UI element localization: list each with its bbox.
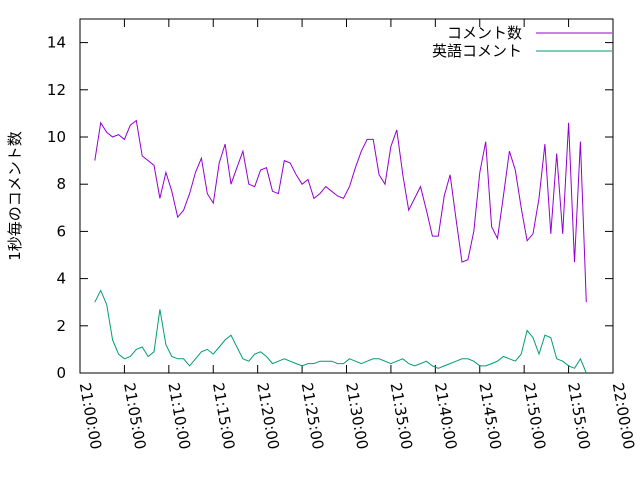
x-tick-label: 21:20:00 [253,381,282,450]
legend-label: コメント数 [447,24,522,42]
y-tick-label: 6 [56,222,66,240]
y-tick-label: 0 [56,364,66,382]
y-tick-label: 2 [56,317,66,335]
x-tick-label: 21:55:00 [564,381,593,450]
x-tick-label: 21:10:00 [164,381,193,450]
y-tick-label: 8 [56,175,66,193]
x-tick-label: 21:30:00 [342,381,371,450]
legend-label: 英語コメント [432,42,522,60]
x-tick-label: 21:40:00 [431,381,460,450]
x-tick-label: 21:15:00 [209,381,238,450]
y-axis-label: 1秒毎のコメント数 [6,131,24,261]
y-tick-label: 10 [47,128,66,146]
x-tick-label: 21:25:00 [298,381,327,450]
y-tick-label: 14 [47,34,66,52]
x-tick-label: 21:50:00 [520,381,549,450]
y-tick-label: 12 [47,81,66,99]
x-tick-label: 21:05:00 [120,381,149,450]
x-tick-label: 21:35:00 [387,381,416,450]
x-tick-label: 21:45:00 [475,381,504,450]
x-tick-label: 21:00:00 [76,381,105,450]
data-line [94,119,587,303]
x-tick-label: 22:00:00 [609,381,638,450]
data-line [94,289,587,374]
y-tick-label: 4 [56,270,66,288]
